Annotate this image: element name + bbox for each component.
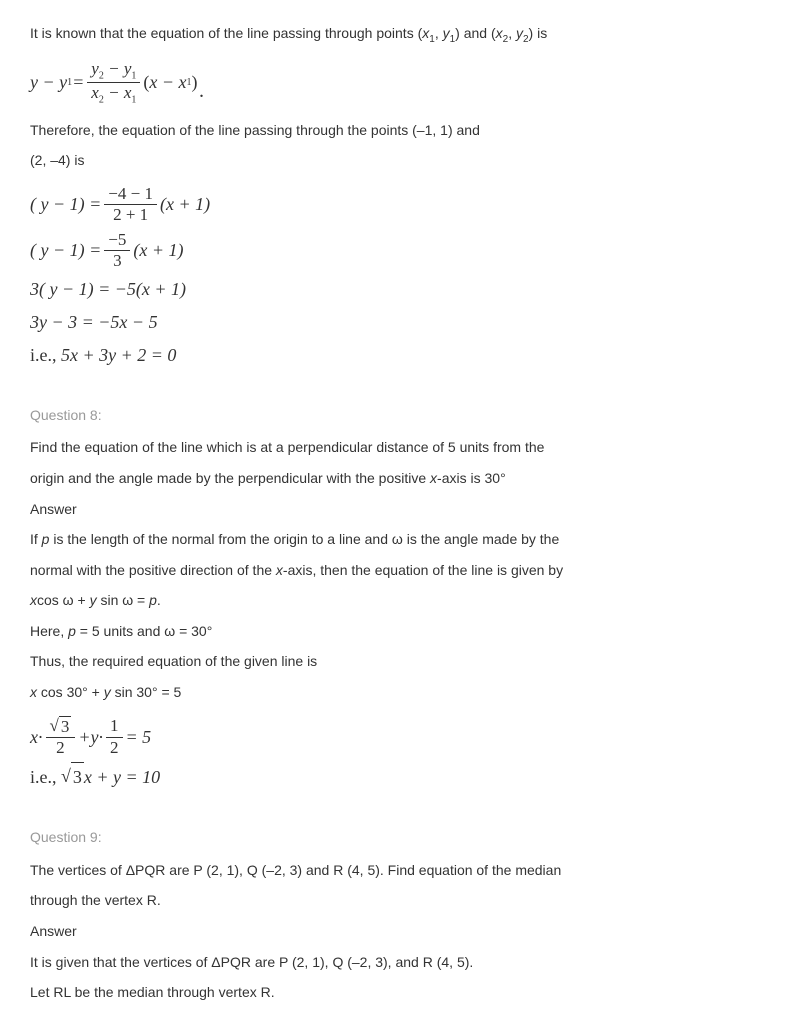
fraction: y2 − y1 x2 − x1 <box>87 59 140 107</box>
fraction: 1 2 <box>106 716 123 758</box>
lhs: ( y − 1) = <box>30 190 101 219</box>
rhs: (x + 1) <box>160 190 210 219</box>
calc-step-1: ( y − 1) = −4 − 1 2 + 1 (x + 1) <box>30 184 778 226</box>
calc-step-2: ( y − 1) = −5 3 (x + 1) <box>30 230 778 272</box>
q8-answer-5: Thus, the required equation of the given… <box>30 648 778 675</box>
intro-line-3: (2, –4) is <box>30 147 778 174</box>
q8-math: x· √3 2 + y· 1 2 = 5 i.e., √3x + y = 10 <box>30 716 778 793</box>
mid: is the length of the normal from the ori… <box>49 531 559 547</box>
post: -axis is 30° <box>437 470 506 486</box>
post: = 5 units and ω = 30° <box>76 623 212 639</box>
q9-body-2: through the vertex R. <box>30 887 778 914</box>
var-y: y <box>104 684 111 700</box>
q9-body-1: The vertices of ΔPQR are P (2, 1), Q (–2… <box>30 857 778 884</box>
calculation-steps: ( y − 1) = −4 − 1 2 + 1 (x + 1) ( y − 1)… <box>30 184 778 370</box>
den: 2 <box>106 738 123 758</box>
q9-answer-label: Answer <box>30 918 778 945</box>
question-8-heading: Question 8: <box>30 402 778 429</box>
var-y: y <box>90 592 97 608</box>
sqrt-arg: 3 <box>71 762 84 792</box>
post: sin 30° = 5 <box>111 684 182 700</box>
var-x: x <box>30 723 38 752</box>
fraction: −4 − 1 2 + 1 <box>104 184 157 226</box>
pre: origin and the angle made by the perpend… <box>30 470 430 486</box>
minus: − <box>104 59 124 78</box>
q8-answer-label: Answer <box>30 496 778 523</box>
period: . <box>157 592 161 608</box>
calc-step-5: i.e., 5x + 3y + 2 = 0 <box>30 341 778 370</box>
q9-answer-2: Let RL be the median through vertex R. <box>30 979 778 1006</box>
q8-answer-1: If p is the length of the normal from th… <box>30 526 778 553</box>
equals: = <box>72 68 84 97</box>
q8-body-2: origin and the angle made by the perpend… <box>30 465 778 492</box>
den: 3 <box>104 251 130 271</box>
minus: − <box>104 83 124 102</box>
q8-answer-2: normal with the positive direction of th… <box>30 557 778 584</box>
mid: cos ω + <box>37 592 90 608</box>
ie-prefix: i.e., <box>30 763 57 792</box>
pre: Here, <box>30 623 68 639</box>
var-x: x <box>430 470 437 486</box>
var-y1: y <box>443 25 450 41</box>
two-point-formula: y − y1 = y2 − y1 x2 − x1 (x − x1) . <box>30 59 778 107</box>
var-p: p <box>68 623 76 639</box>
lhs: y − y <box>30 68 67 97</box>
sub: 1 <box>131 70 136 81</box>
text-segment: It is known that the equation of the lin… <box>30 25 422 41</box>
num-y2: y <box>91 59 99 78</box>
num: −4 − 1 <box>104 184 157 205</box>
var-y: y <box>91 723 99 752</box>
sub: 1 <box>131 95 136 106</box>
paren-close: ) <box>191 68 197 97</box>
var-y2: y <box>516 25 523 41</box>
rhs: (x + 1) <box>133 236 183 265</box>
q9-answer-1: It is given that the vertices of ΔPQR ar… <box>30 949 778 976</box>
post: -axis, then the equation of the line is … <box>283 562 563 578</box>
eq: = 5 <box>126 723 152 752</box>
q8-math-2: i.e., √3x + y = 10 <box>30 762 778 792</box>
q8-answer-3: xcos ω + y sin ω = p. <box>30 587 778 614</box>
q8-answer-4: Here, p = 5 units and ω = 30° <box>30 618 778 645</box>
mid2: sin ω = <box>97 592 150 608</box>
text-end: ) is <box>529 25 548 41</box>
lhs: ( y − 1) = <box>30 236 101 265</box>
text-mid: ) and ( <box>455 25 495 41</box>
plus: + <box>78 723 90 752</box>
q8-math-1: x· √3 2 + y· 1 2 = 5 <box>30 716 778 759</box>
fraction: −5 3 <box>104 230 130 272</box>
calc-step-4: 3y − 3 = −5x − 5 <box>30 308 778 337</box>
calc-step-3: 3( y − 1) = −5(x + 1) <box>30 275 778 304</box>
den: 2 + 1 <box>104 205 157 225</box>
den: 2 <box>46 738 76 758</box>
mid: cos 30° + <box>37 684 104 700</box>
q8-body-1: Find the equation of the line which is a… <box>30 434 778 461</box>
rhs-x: x − x <box>149 68 186 97</box>
sqrt: √3 <box>50 716 72 737</box>
var-p: p <box>149 592 157 608</box>
pre: normal with the positive direction of th… <box>30 562 276 578</box>
sqrt: √3 <box>61 762 84 792</box>
q8-answer-6: x cos 30° + y sin 30° = 5 <box>30 679 778 706</box>
den-x2: x <box>91 83 99 102</box>
fraction: √3 2 <box>46 716 76 759</box>
intro-line-1: It is known that the equation of the lin… <box>30 20 778 49</box>
sqrt-arg: 3 <box>59 716 72 737</box>
question-9-heading: Question 9: <box>30 824 778 851</box>
num: −5 <box>104 230 130 251</box>
num: 1 <box>106 716 123 737</box>
dot: · <box>38 723 43 752</box>
comma: , <box>508 25 516 41</box>
ie-prefix: i.e., <box>30 341 57 370</box>
period: . <box>199 75 204 107</box>
dot: · <box>99 723 104 752</box>
comma: , <box>435 25 443 41</box>
var-x2: x <box>496 25 503 41</box>
pre: If <box>30 531 42 547</box>
intro-line-2: Therefore, the equation of the line pass… <box>30 117 778 144</box>
var-x: x <box>276 562 283 578</box>
rest: x + y = 10 <box>84 763 160 792</box>
var-x: x <box>30 684 37 700</box>
final-eq: 5x + 3y + 2 = 0 <box>61 341 176 370</box>
var-x: x <box>30 592 37 608</box>
